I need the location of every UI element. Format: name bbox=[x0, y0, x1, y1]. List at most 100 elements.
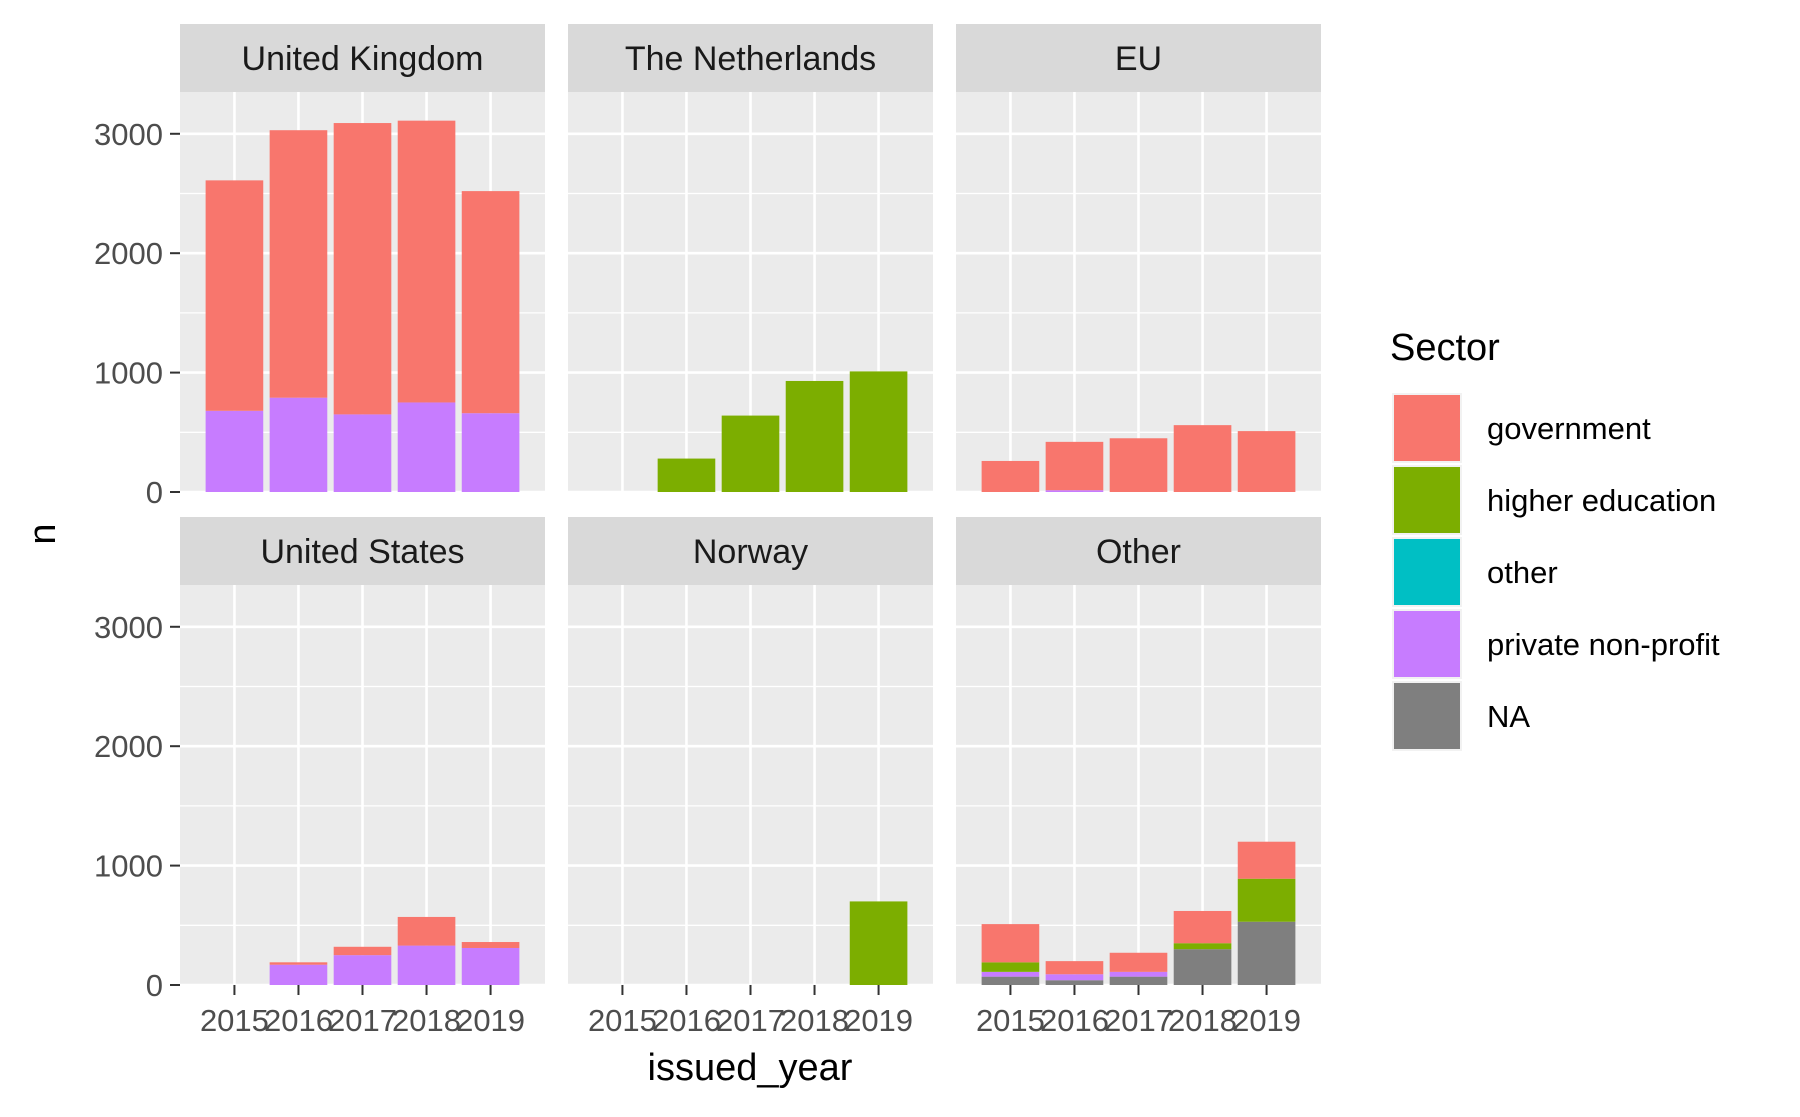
x-tick-label: 2016 bbox=[652, 1003, 721, 1038]
panel-title: EU bbox=[1115, 40, 1162, 78]
x-tick-label: 2017 bbox=[716, 1003, 785, 1038]
bar-eu-2016-private-non-profit bbox=[1045, 490, 1104, 492]
legend: Sector government higher education other pr… bbox=[1390, 327, 1720, 751]
bar-other-2018-government bbox=[1173, 910, 1232, 944]
x-tick-label: 2019 bbox=[456, 1003, 525, 1038]
legend-item-other: other bbox=[1392, 537, 1558, 607]
panel-united-states: United States010002000300020152016201720… bbox=[94, 517, 545, 1038]
bar-united-kingdom-2015-private-non-profit bbox=[205, 410, 264, 492]
panel-title: United Kingdom bbox=[242, 40, 484, 78]
panel-strip bbox=[956, 517, 1321, 585]
bar-eu-2019-government bbox=[1237, 431, 1296, 492]
panel-united-kingdom: United Kingdom 0 1000 2000 3000 bbox=[94, 24, 545, 510]
bar-united-states-2019-government bbox=[461, 942, 520, 948]
legend-item-government: government bbox=[1392, 393, 1651, 463]
bar-other-2017-government bbox=[1109, 952, 1168, 972]
bar-other-2017-private-non-profit bbox=[1109, 971, 1168, 977]
x-tick-label: 2015 bbox=[976, 1003, 1045, 1038]
panel-strip bbox=[180, 517, 545, 585]
panel-eu: EU bbox=[956, 24, 1321, 494]
y-tick-label: 1000 bbox=[94, 849, 163, 884]
bar-other-2016-na bbox=[1045, 980, 1104, 985]
y-tick-label: 2000 bbox=[94, 729, 163, 764]
bar-eu-2016-government bbox=[1045, 441, 1104, 491]
x-tick-label: 2017 bbox=[328, 1003, 397, 1038]
x-tick-label: 2016 bbox=[1040, 1003, 1109, 1038]
bar-other-2017-na bbox=[1109, 976, 1168, 985]
bar-united-kingdom-2018-private-non-profit bbox=[397, 402, 456, 492]
x-axis-title: issued_year bbox=[648, 1047, 853, 1089]
panel-title: Norway bbox=[693, 533, 808, 571]
bar-united-kingdom-2015-government bbox=[205, 180, 264, 411]
y-tick-label: 0 bbox=[146, 968, 163, 1003]
panel-title: The Netherlands bbox=[625, 40, 876, 78]
bar-united-states-2017-private-non-profit bbox=[333, 955, 392, 985]
legend-title: Sector bbox=[1390, 327, 1500, 369]
panel-the-netherlands: The Netherlands bbox=[568, 24, 933, 494]
bar-united-states-2019-private-non-profit bbox=[461, 947, 520, 985]
x-tick-label: 2018 bbox=[1168, 1003, 1237, 1038]
bar-other-2015-na bbox=[981, 976, 1040, 985]
panel-title: Other bbox=[1096, 533, 1181, 571]
bar-united-states-2016-government bbox=[269, 962, 328, 965]
y-tick-label: 3000 bbox=[94, 610, 163, 645]
x-tick-label: 2015 bbox=[588, 1003, 657, 1038]
panel-strip bbox=[568, 517, 933, 585]
bar-other-2015-higher-education bbox=[981, 962, 1040, 972]
bar-eu-2018-government bbox=[1173, 425, 1232, 492]
legend-label: private non-profit bbox=[1487, 627, 1720, 662]
panel-strip bbox=[568, 24, 933, 92]
bar-united-states-2018-private-non-profit bbox=[397, 945, 456, 985]
bar-other-2015-private-non-profit bbox=[981, 971, 1040, 977]
x-tick-label: 2018 bbox=[780, 1003, 849, 1038]
y-tick-label: 2000 bbox=[94, 236, 163, 271]
bar-united-kingdom-2017-government bbox=[333, 123, 392, 415]
bar-the-netherlands-2017-higher-education bbox=[721, 415, 780, 492]
bar-eu-2017-government bbox=[1109, 438, 1168, 492]
bar-united-kingdom-2016-government bbox=[269, 130, 328, 398]
bar-other-2016-private-non-profit bbox=[1045, 974, 1104, 981]
panel-title: United States bbox=[260, 533, 464, 571]
bar-other-2019-na bbox=[1237, 921, 1296, 985]
bar-united-kingdom-2016-private-non-profit bbox=[269, 397, 328, 492]
bar-other-2015-government bbox=[981, 924, 1040, 963]
bar-eu-2015-government bbox=[981, 460, 1040, 492]
y-axis-title: n bbox=[22, 523, 64, 544]
legend-swatch bbox=[1394, 683, 1460, 749]
bar-united-kingdom-2017-private-non-profit bbox=[333, 414, 392, 492]
legend-item-higher-education: higher education bbox=[1392, 465, 1716, 535]
legend-label: government bbox=[1487, 411, 1651, 446]
x-tick-label: 2018 bbox=[392, 1003, 461, 1038]
y-tick-label: 1000 bbox=[94, 356, 163, 391]
y-tick-label: 0 bbox=[146, 475, 163, 510]
bar-united-states-2016-private-non-profit bbox=[269, 964, 328, 985]
bar-united-kingdom-2019-private-non-profit bbox=[461, 413, 520, 492]
bar-other-2016-government bbox=[1045, 961, 1104, 975]
bar-united-kingdom-2018-government bbox=[397, 120, 456, 403]
bar-united-states-2017-government bbox=[333, 946, 392, 956]
bar-united-states-2018-government bbox=[397, 916, 456, 946]
bar-norway-2019-higher-education bbox=[849, 901, 908, 985]
legend-label: NA bbox=[1487, 699, 1530, 734]
legend-swatch bbox=[1394, 467, 1460, 533]
x-tick-label: 2019 bbox=[1232, 1003, 1301, 1038]
legend-swatch bbox=[1394, 539, 1460, 605]
panel-strip bbox=[956, 24, 1321, 92]
bar-other-2018-na bbox=[1173, 949, 1232, 985]
legend-item-na: NA bbox=[1392, 681, 1530, 751]
bar-other-2019-higher-education bbox=[1237, 878, 1296, 922]
bar-the-netherlands-2016-higher-education bbox=[657, 458, 716, 492]
bar-other-2018-higher-education bbox=[1173, 943, 1232, 950]
legend-swatch bbox=[1394, 611, 1460, 677]
legend-swatch bbox=[1394, 395, 1460, 461]
x-tick-label: 2016 bbox=[264, 1003, 333, 1038]
panel-strip bbox=[180, 24, 545, 92]
legend-label: other bbox=[1487, 555, 1558, 590]
x-tick-label: 2017 bbox=[1104, 1003, 1173, 1038]
bar-united-kingdom-2019-government bbox=[461, 191, 520, 414]
x-tick-label: 2019 bbox=[844, 1003, 913, 1038]
